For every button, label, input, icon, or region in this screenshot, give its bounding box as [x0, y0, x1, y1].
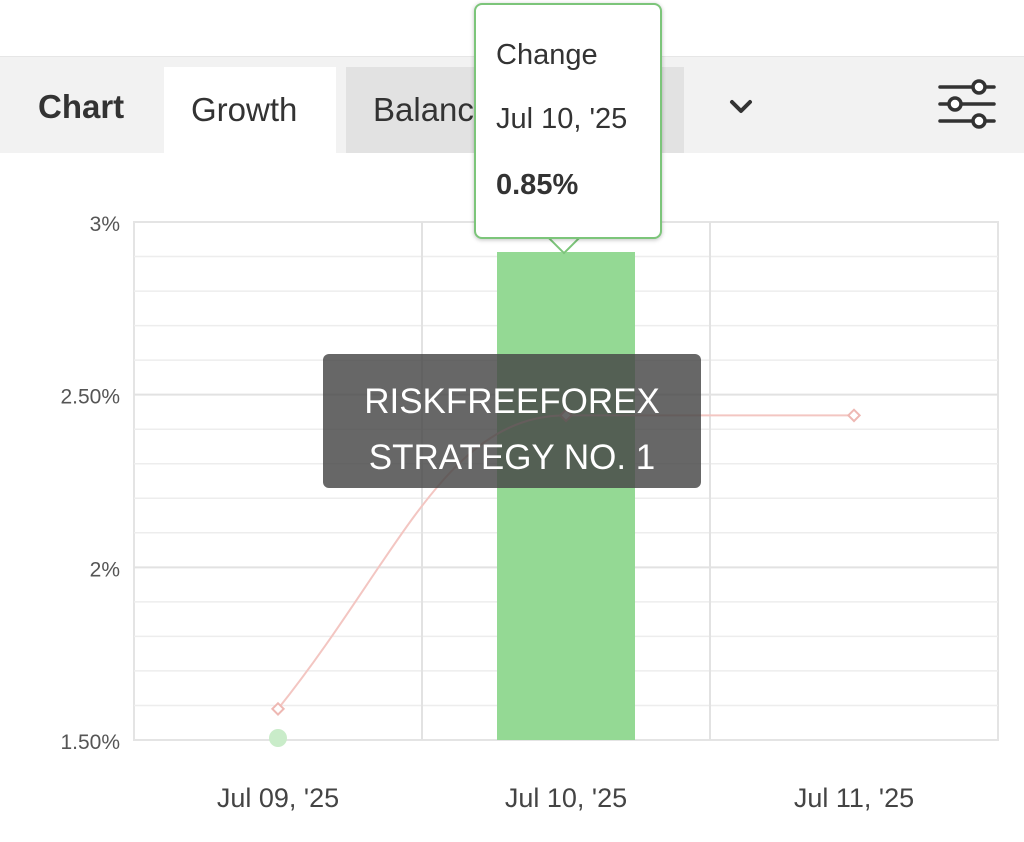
growth-chart: 1.50%2%2.50%3% Jul 09, '25 Jul 10, '25 Jul…: [60, 213, 999, 813]
watermark-line-1: RISKFREEFOREX: [364, 382, 660, 421]
bar: [497, 252, 635, 740]
y-tick-label: 2.50%: [60, 386, 120, 409]
bar-point: [269, 729, 287, 747]
bar-series: [269, 252, 635, 747]
chevron-down-icon[interactable]: [726, 92, 756, 122]
tooltip-value: 0.85%: [496, 169, 579, 201]
y-tick-label: 2%: [90, 558, 120, 581]
line-point: [846, 408, 862, 423]
y-tick-label: 3%: [90, 213, 120, 236]
x-tick-label: Jul 09, '25: [217, 783, 339, 813]
x-axis-ticks: Jul 09, '25 Jul 10, '25 Jul 11, '25: [217, 783, 914, 813]
sliders-icon[interactable]: [938, 78, 996, 130]
chart-tooltip: Change Jul 10, '25 0.85%: [474, 3, 662, 239]
line-point: [270, 701, 286, 716]
watermark: RISKFREEFOREX STRATEGY NO. 1: [323, 354, 701, 488]
chart-section-title: Chart: [38, 88, 125, 125]
x-tick-label: Jul 11, '25: [794, 783, 914, 813]
x-tick-label: Jul 10, '25: [505, 783, 627, 813]
y-axis-ticks: 1.50% 2% 2.50% 3%: [60, 213, 120, 754]
y-tick-label: 1.50%: [60, 731, 120, 754]
tab-growth[interactable]: Growth: [164, 67, 336, 153]
tooltip-label: Change: [496, 39, 598, 71]
watermark-line-2: STRATEGY NO. 1: [368, 438, 656, 477]
tooltip-date: Jul 10, '25: [496, 103, 628, 135]
